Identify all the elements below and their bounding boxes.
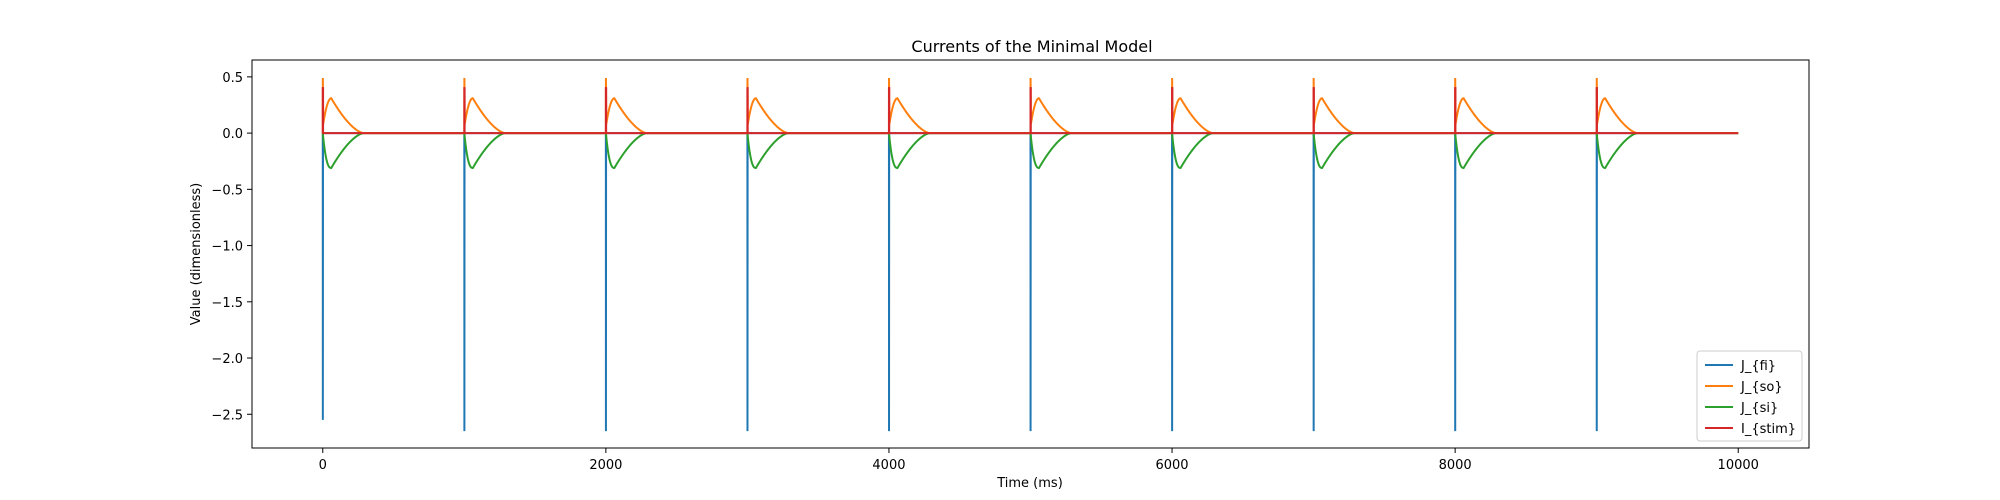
y-tick-label: 0.5 — [222, 71, 243, 86]
legend-label: J_{fi} — [1740, 359, 1776, 374]
chart-title: Currents of the Minimal Model — [911, 37, 1152, 56]
y-tick-label: 0.0 — [222, 127, 243, 142]
y-tick-label: −0.5 — [211, 183, 243, 198]
x-tick-label: 4000 — [872, 458, 905, 473]
legend-label: I_{stim} — [1741, 422, 1796, 437]
x-tick-label: 10000 — [1718, 458, 1759, 473]
legend: J_{fi} J_{so} J_{si} I_{stim} — [1696, 350, 1803, 442]
y-tick-label: −1.5 — [211, 296, 243, 311]
y-tick-label: −2.5 — [211, 408, 243, 423]
plot-area — [321, 77, 1739, 432]
axes-frame — [251, 59, 1810, 449]
series-line-j-fi — [321, 132, 1739, 432]
legend-label: J_{si} — [1740, 401, 1778, 416]
x-tick-label: 6000 — [1155, 458, 1188, 473]
legend-box — [1696, 350, 1803, 442]
y-tick-label: −1.0 — [211, 240, 243, 255]
x-tick-label: 0 — [319, 458, 327, 473]
x-tick-label: 8000 — [1439, 458, 1472, 473]
y-tick-label: −2.0 — [211, 352, 243, 367]
legend-label: J_{so} — [1740, 380, 1783, 395]
series-line-i-stim — [321, 87, 1739, 135]
x-axis-label: Time (ms) — [996, 476, 1063, 491]
y-axis: 0.5 0.0 −0.5 −1.0 −1.5 −2.0 −2.5 — [211, 71, 252, 423]
y-axis-label: Value (dimensionless) — [189, 183, 204, 325]
x-axis: 0 2000 4000 6000 8000 10000 — [319, 448, 1759, 473]
x-tick-label: 2000 — [589, 458, 622, 473]
